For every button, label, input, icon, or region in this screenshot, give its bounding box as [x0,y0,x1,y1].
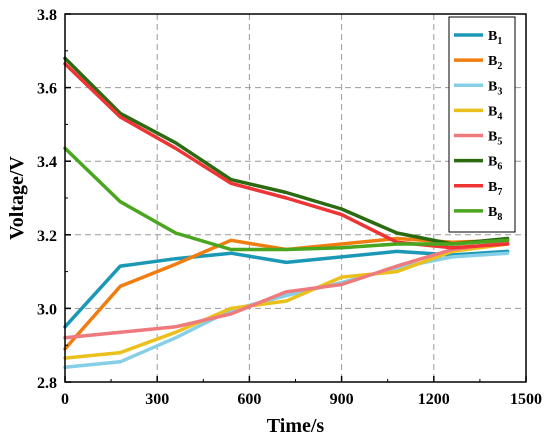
legend: B1 B2 B3 B4 B5 B6 B7 B8 [448,16,516,233]
y-tick-label: 3.8 [37,7,57,24]
legend-label-b2: B2 [488,54,502,72]
x-tick-label: 1500 [510,391,542,408]
y-tick-label: 3.2 [37,228,57,245]
legend-label-b4: B4 [488,104,502,122]
x-tick-label: 1200 [418,391,450,408]
series-lines [63,56,510,370]
x-tick-label: 300 [145,391,169,408]
series-line-b7 [63,61,510,250]
x-tick-label: 0 [61,391,69,408]
legend-label-b3: B3 [488,79,502,97]
legend-box [448,16,516,233]
x-tick-label: 600 [237,391,261,408]
series-line-b1 [63,249,510,329]
y-tick-label: 3.4 [37,154,57,171]
legend-label-b5: B5 [488,130,502,148]
series-line-b8 [63,146,510,252]
legend-label-b8: B8 [488,205,502,223]
x-axis-title: Time/s [267,415,325,437]
legend-label-b7: B7 [488,180,502,198]
y-axis-title: Voltage/V [6,156,28,240]
x-tick-label: 900 [330,391,354,408]
axis-ticks: 0 300 600 900 1200 1500 2.8 3.0 3.2 3.4 3.6 3.8 [37,7,542,408]
series-line-b4 [63,242,510,360]
legend-label-b6: B6 [488,155,502,173]
y-tick-label: 3.0 [37,301,57,318]
y-tick-label: 3.6 [37,81,57,98]
series-line-b3 [63,251,510,370]
y-tick-label: 2.8 [37,375,57,392]
legend-label-b1: B1 [488,29,502,47]
series-line-b5 [63,240,510,340]
series-line-b6 [63,56,510,246]
